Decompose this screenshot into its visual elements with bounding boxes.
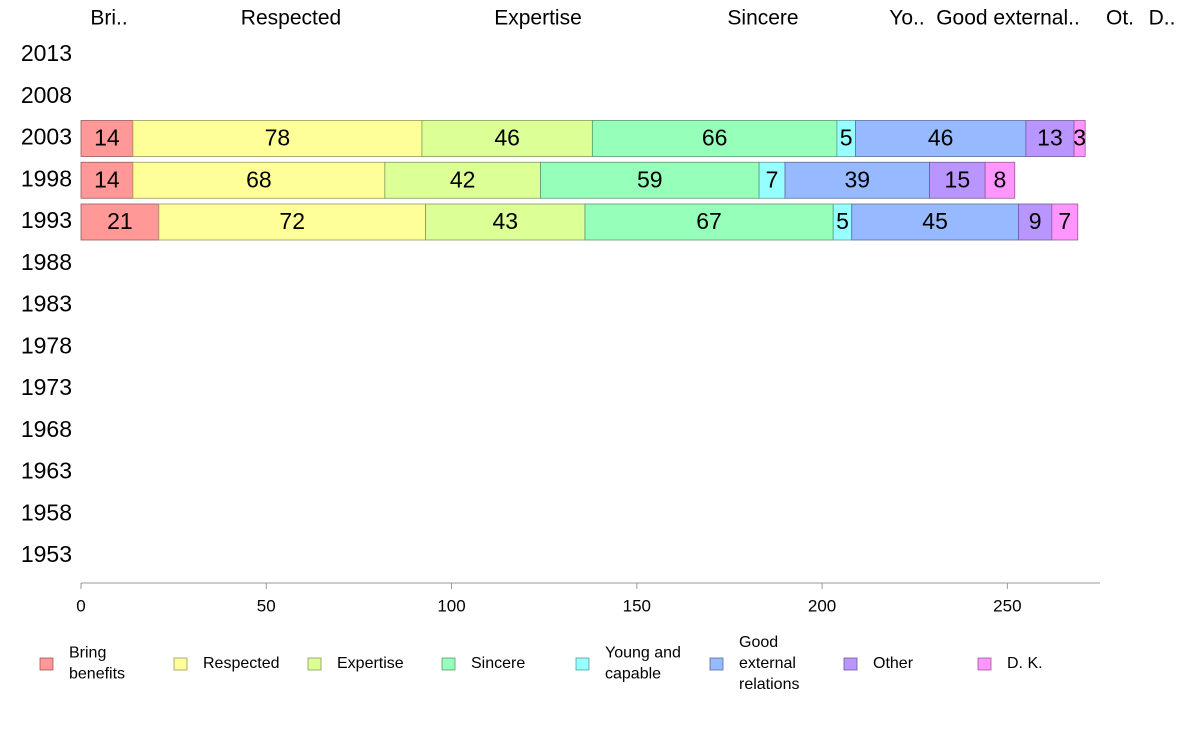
y-tick-label: 1973 xyxy=(21,374,72,400)
bar-value-label: 42 xyxy=(450,166,476,192)
bar-value-label: 66 xyxy=(702,125,728,151)
bar-value-label: 14 xyxy=(94,125,120,151)
legend-label: Respected xyxy=(203,655,280,672)
bar-value-label: 67 xyxy=(696,208,722,234)
bar-segment xyxy=(421,120,593,157)
x-tick-label: 100 xyxy=(437,596,465,615)
legend-label: benefits xyxy=(69,666,125,683)
bar-segment xyxy=(1025,120,1075,157)
y-tick-label: 2003 xyxy=(21,124,72,150)
bar-segment xyxy=(80,120,134,157)
legend-label: Sincere xyxy=(471,655,525,672)
bar-segment xyxy=(425,203,586,241)
bar-segment xyxy=(132,161,386,199)
bar-segment xyxy=(584,203,834,241)
y-tick-label: 1988 xyxy=(21,249,72,275)
bar-segment xyxy=(1073,120,1086,157)
legend-swatch xyxy=(39,657,54,671)
bar-value-label: 14 xyxy=(94,166,120,192)
bar-value-label: 45 xyxy=(922,208,948,234)
legend-swatch xyxy=(307,657,322,671)
bar-value-label: 78 xyxy=(265,125,291,151)
bar-segment xyxy=(80,161,134,199)
column-header-label: Respected xyxy=(241,7,341,30)
bar-value-label: 43 xyxy=(492,208,518,234)
bar-value-label: 46 xyxy=(928,125,954,151)
bar-segment xyxy=(851,203,1019,241)
x-tick-label: 250 xyxy=(993,596,1021,615)
legend-label: Other xyxy=(873,655,914,672)
bar-value-label: 21 xyxy=(107,208,133,234)
legend-swatch xyxy=(575,657,590,671)
bar-segment xyxy=(984,161,1016,199)
bar-segment xyxy=(758,161,786,199)
y-tick-label: 1963 xyxy=(21,458,72,484)
legend-label: Young and xyxy=(605,645,681,662)
bar-segment xyxy=(80,203,160,241)
bar-value-label: 8 xyxy=(994,166,1007,192)
bar-value-label: 13 xyxy=(1037,125,1063,151)
bar-segment xyxy=(384,161,541,199)
bar-value-label: 9 xyxy=(1029,208,1042,234)
legend-swatch xyxy=(709,657,724,671)
bar-value-label: 5 xyxy=(836,208,849,234)
legend-swatch xyxy=(977,657,992,671)
y-tick-label: 1953 xyxy=(21,541,72,567)
legend-label: Expertise xyxy=(337,655,404,672)
y-tick-label: 2013 xyxy=(21,40,72,66)
y-tick-label: 2008 xyxy=(21,82,72,108)
legend-swatch xyxy=(843,657,858,671)
bar-segment xyxy=(784,161,930,199)
legend-label: capable xyxy=(605,666,661,683)
bar-value-label: 7 xyxy=(1058,208,1071,234)
bar-value-label: 15 xyxy=(945,166,971,192)
legend-label: Bring xyxy=(69,645,106,662)
legend-swatch xyxy=(441,657,456,671)
y-tick-label: 1968 xyxy=(21,416,72,442)
legend-label: external xyxy=(739,655,796,672)
bar-value-label: 46 xyxy=(494,125,520,151)
column-header-label: Ot. xyxy=(1106,7,1134,30)
bar-value-label: 3 xyxy=(1073,125,1086,151)
legend-label: relations xyxy=(739,676,799,693)
bar-segment xyxy=(540,161,760,199)
x-tick-label: 50 xyxy=(257,596,276,615)
x-tick-label: 150 xyxy=(623,596,651,615)
column-header-label: Yo.. xyxy=(889,7,924,30)
bar-value-label: 39 xyxy=(844,166,870,192)
bar-value-label: 5 xyxy=(840,125,853,151)
column-header-label: D.. xyxy=(1149,7,1176,30)
y-tick-label: 1993 xyxy=(21,207,72,233)
legend-label: Good xyxy=(739,634,778,651)
bar-value-label: 72 xyxy=(279,208,305,234)
legend-label: D. K. xyxy=(1007,655,1043,672)
x-tick-label: 200 xyxy=(808,596,836,615)
column-header-label: Good external.. xyxy=(936,7,1080,30)
bar-value-label: 7 xyxy=(766,166,779,192)
bar-segment xyxy=(591,120,838,157)
y-tick-label: 1998 xyxy=(21,165,72,191)
column-header-label: Expertise xyxy=(494,7,582,30)
bar-value-label: 59 xyxy=(637,166,663,192)
column-header-label: Bri.. xyxy=(90,7,127,30)
y-tick-label: 1983 xyxy=(21,291,72,317)
bar-value-label: 68 xyxy=(246,166,272,192)
bar-segment xyxy=(855,120,1027,157)
y-tick-label: 1958 xyxy=(21,499,72,525)
bar-segment xyxy=(158,203,427,241)
bar-segment xyxy=(1051,203,1079,241)
x-tick-label: 0 xyxy=(76,596,85,615)
legend-swatch xyxy=(173,657,188,671)
column-header-label: Sincere xyxy=(727,7,798,30)
y-tick-label: 1978 xyxy=(21,332,72,358)
bar-segment xyxy=(132,120,423,157)
